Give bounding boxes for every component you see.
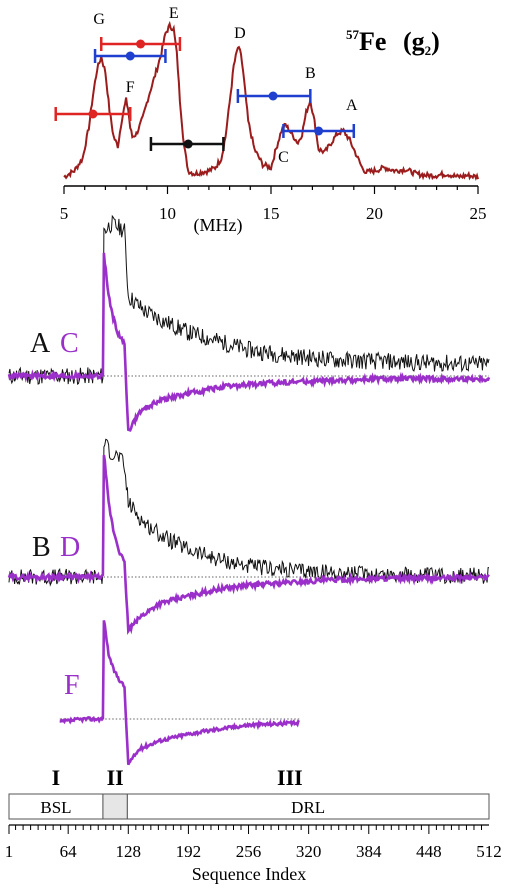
errorbar-center-dot xyxy=(88,109,98,119)
chart-title: 57Fe xyxy=(346,27,386,56)
region-label-drl: DRL xyxy=(291,798,325,817)
errorbar-center-dot xyxy=(125,51,135,61)
sequence-x-tick-label: 512 xyxy=(476,842,502,861)
region-numeral-1: I xyxy=(52,765,61,790)
endor-x-axis-label: (MHz) xyxy=(194,215,243,236)
trace-panels-group: A CB DF xyxy=(7,214,491,766)
endor-spectrum-line xyxy=(63,20,479,182)
sequence-x-tick-label: 320 xyxy=(296,842,322,861)
peak-label-group: G F E D C B A xyxy=(93,5,358,166)
trace-label-f: F xyxy=(64,670,80,701)
peak-label-e: E xyxy=(169,5,179,22)
trace-label-a: A xyxy=(30,328,51,359)
peak-label-a: A xyxy=(346,97,358,114)
trace-d xyxy=(7,454,490,635)
sequence-x-tick-label: 448 xyxy=(416,842,442,861)
endor-x-tick-label: 25 xyxy=(470,204,487,223)
trace-c xyxy=(7,252,491,432)
endor-trace-group xyxy=(63,20,479,182)
title-subscript: 2 xyxy=(425,43,432,58)
sequence-x-ticks: 1 64 128 192 256 320 384 448 512 xyxy=(5,825,502,861)
region-numeral-2: II xyxy=(107,765,124,790)
peak-label-f: F xyxy=(126,79,135,96)
trace-label-c: C xyxy=(60,328,79,359)
endor-x-tick-label: 10 xyxy=(159,204,176,223)
endor-x-tick-label: 5 xyxy=(60,204,69,223)
peak-label-b: B xyxy=(305,65,316,82)
errorbar-center-dot xyxy=(183,139,193,149)
sequence-x-tick-label: 64 xyxy=(60,842,78,861)
title-paren-open: ( xyxy=(403,27,412,56)
sequence-x-axis-label: Sequence Index xyxy=(192,864,306,884)
endor-x-tick-label: 15 xyxy=(263,204,280,223)
sequence-x-tick-label: 128 xyxy=(116,842,142,861)
trace-label-d: D xyxy=(60,532,80,563)
region-box-3 xyxy=(126,793,490,820)
title-paren-close: ) xyxy=(431,27,440,56)
title-superscript: 57 xyxy=(346,27,360,42)
peak-label-c: C xyxy=(278,149,289,166)
trace-a xyxy=(8,214,490,386)
endor-x-ticks: 5 10 15 20 25 xyxy=(60,186,487,223)
peak-label-d: D xyxy=(234,25,246,42)
trace-panel-3: F xyxy=(59,620,300,766)
title-element: Fe xyxy=(359,27,386,56)
region-numeral-3: III xyxy=(277,765,303,790)
title-g-factor: (g2) xyxy=(403,27,440,58)
sequence-x-tick-label: 1 xyxy=(5,842,14,861)
region-box-2 xyxy=(102,793,128,820)
endor-x-tick-label: 20 xyxy=(366,204,383,223)
sequence-x-tick-label: 192 xyxy=(176,842,202,861)
sequence-x-tick-label: 384 xyxy=(356,842,382,861)
peak-label-g: G xyxy=(93,11,105,28)
trace-b xyxy=(8,438,489,587)
region-label-bsl: BSL xyxy=(40,798,71,817)
errorbar-center-dot xyxy=(314,126,324,136)
errorbar-center-dot xyxy=(136,39,146,49)
errorbar-group xyxy=(54,37,356,151)
sequence-x-tick-label: 256 xyxy=(236,842,262,861)
trace-label-b: B xyxy=(32,532,51,563)
region-box-1 xyxy=(8,793,104,820)
endor-spectrum-panel: 57Fe (g2) G F E D C B A 5 10 15 20 25 (MHz) xyxy=(54,5,487,236)
trace-f xyxy=(59,620,300,766)
errorbar-center-dot xyxy=(268,91,278,101)
title-g: g xyxy=(412,27,425,56)
